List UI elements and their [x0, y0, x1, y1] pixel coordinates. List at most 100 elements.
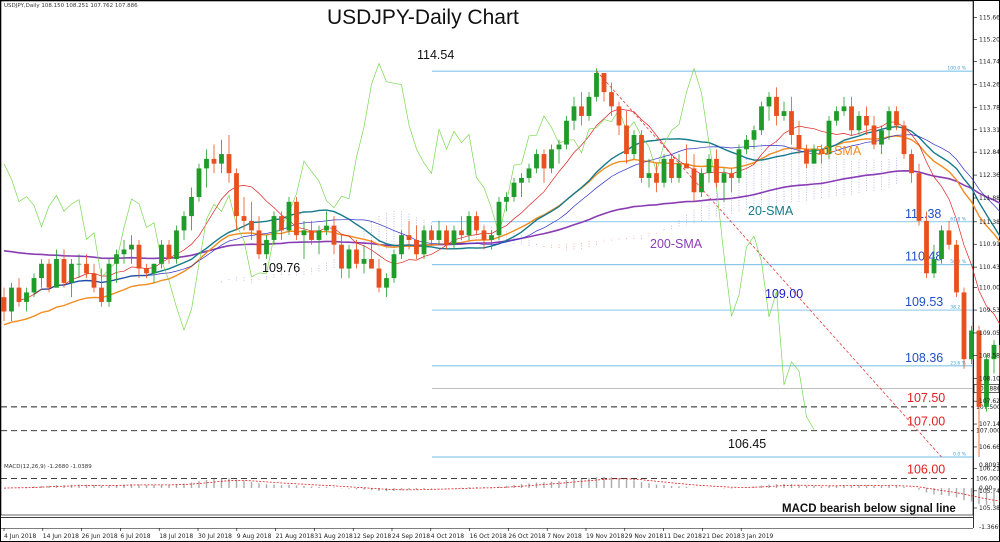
candle-body [436, 230, 442, 240]
candle-body [676, 163, 682, 178]
price-tick-label: 112.840 [979, 149, 1000, 156]
candle-body [324, 225, 329, 231]
candlesticks [1, 68, 1000, 457]
price-tick-label: 115.660 [979, 15, 1000, 22]
price-tick-label: 108.580 [979, 352, 1000, 359]
candle-body [931, 259, 937, 274]
trend-line [596, 70, 942, 458]
candle-body [991, 344, 997, 360]
candle-body [864, 115, 869, 126]
date-tick-label: 12 Sep 2018 [353, 533, 391, 540]
price-tick-label: 113.780 [979, 104, 1000, 111]
price-tick-label: 108.100 [979, 375, 1000, 382]
candle-body [46, 263, 52, 288]
support-axis-box [974, 426, 999, 435]
candle-body [466, 216, 472, 236]
candle-body [39, 263, 44, 279]
candle-body [99, 287, 104, 302]
candle-body [301, 230, 307, 236]
price-tick-label: 105.380 [979, 505, 1000, 512]
candle-body [984, 359, 989, 407]
date-tick-label: 31 Aug 2018 [314, 533, 353, 540]
annotation-label: 106.45 [728, 437, 766, 451]
candle-body [294, 201, 299, 236]
candle-body [946, 230, 952, 245]
candle-body [616, 106, 622, 126]
candle-body [721, 173, 727, 183]
candle-body [826, 120, 832, 155]
annotation-label: 109.76 [262, 261, 300, 275]
candle-body [924, 220, 929, 274]
candle-body [331, 225, 337, 245]
candle-body [729, 173, 734, 178]
annotation-label: 50-SMA [816, 144, 862, 158]
macd-note: MACD bearish below signal line [782, 503, 956, 515]
moving-averages [3, 62, 1000, 430]
fib-pct-label: 23.6 % [950, 360, 966, 366]
candle-body [1, 297, 7, 312]
candle-body [399, 235, 404, 255]
annotation-label: 200-SMA [650, 237, 703, 251]
candle-body [226, 154, 232, 174]
candle-body [346, 249, 352, 269]
candle-body [69, 263, 74, 283]
support-label: 107.50 [907, 391, 945, 405]
price-tick-label: 113.310 [979, 127, 1000, 134]
candle-body [856, 115, 862, 131]
candle-body [766, 96, 772, 107]
candle-body [811, 149, 817, 164]
candle-body [894, 111, 899, 126]
candle-body [954, 244, 959, 293]
chart-title: USDJPY-Daily Chart [327, 6, 519, 29]
price-tick-label: 111.380 [979, 219, 1000, 226]
candle-body [579, 106, 584, 116]
candle-body [564, 120, 569, 145]
candle-body [339, 244, 344, 269]
candle-body [249, 220, 254, 231]
candle-body [586, 96, 592, 116]
date-tick-label: 4 Oct 2018 [431, 533, 464, 540]
date-tick-label: 4 Jun 2018 [4, 533, 36, 540]
candle-body [609, 92, 614, 107]
macd-indicator: 0.8093 0.00 -1.3669 [3, 462, 1000, 531]
candle-body [9, 287, 14, 312]
candle-body [234, 173, 239, 217]
support-axis-label: 107.500 [976, 404, 1000, 411]
candle-body [549, 149, 554, 169]
fib-value-label: 110.48 [905, 250, 942, 264]
candle-body [526, 168, 532, 178]
date-tick-label: 18 Jul 2018 [159, 533, 193, 540]
date-tick-label: 6 Jul 2018 [120, 533, 150, 540]
trend-line [596, 70, 942, 458]
candle-body [211, 158, 217, 164]
date-tick-label: 14 Jun 2018 [43, 533, 79, 540]
fib-value-label: 109.53 [905, 295, 943, 309]
candle-body [309, 230, 314, 240]
candle-body [144, 268, 149, 274]
candle-body [916, 173, 922, 221]
price-tick-label: 107.140 [979, 421, 1000, 428]
candle-body [631, 135, 637, 155]
candle-body [286, 201, 292, 231]
candle-body [354, 249, 359, 264]
candle-body [744, 139, 749, 150]
candle-body [106, 263, 112, 302]
candle-body [369, 259, 374, 269]
support-levels: 107.50 107.500 107.00 107.000 106.00 106.000 1… [1, 384, 1000, 483]
candle-body [571, 106, 577, 121]
date-tick-label: 16 Oct 2018 [470, 533, 507, 540]
candle-body [406, 235, 412, 240]
support-label: 107.00 [907, 415, 945, 429]
candle-body [264, 239, 269, 255]
candle-body [256, 230, 262, 255]
candle-body [219, 154, 224, 164]
candle-body [189, 197, 194, 217]
macd-header: MACD(12,26,9) -1.2680 -1.0389 [4, 464, 92, 470]
candle-body [489, 235, 494, 240]
candle-body [451, 230, 457, 245]
annotation-label: 114.54 [417, 48, 454, 62]
candle-body [886, 111, 892, 131]
price-tick-label: 106.210 [979, 465, 1000, 472]
date-tick-label: 7 Nov 2018 [547, 533, 582, 540]
